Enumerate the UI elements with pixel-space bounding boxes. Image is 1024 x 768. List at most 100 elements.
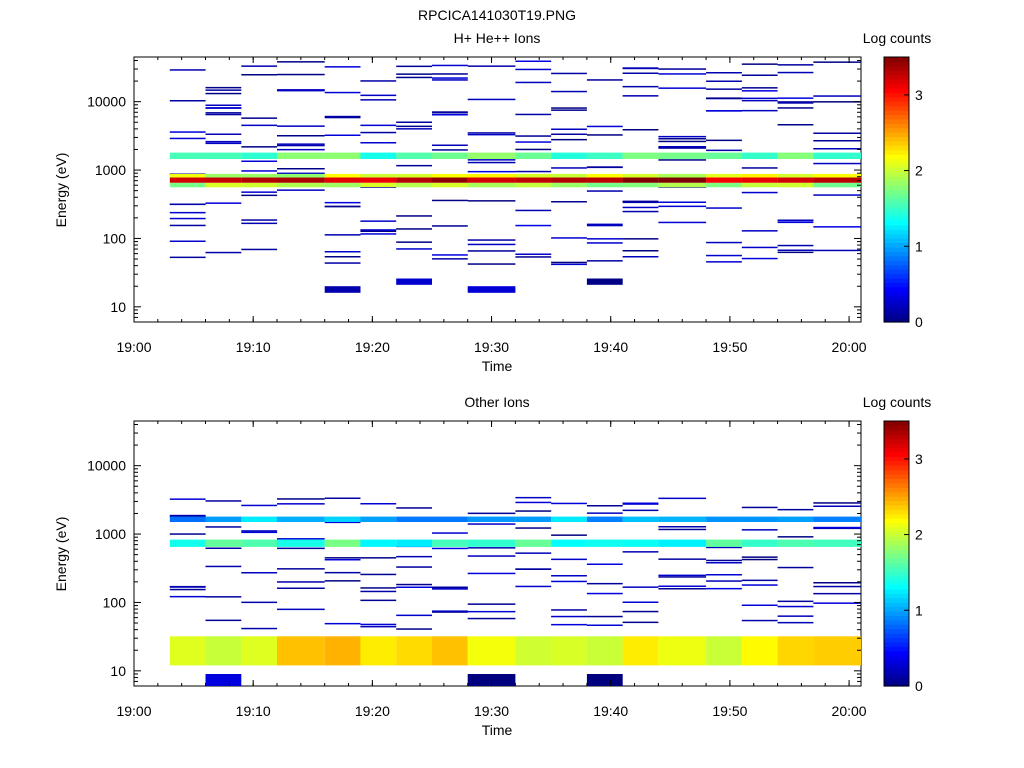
heatmap-cell <box>586 190 623 192</box>
colorbar-segment <box>884 189 909 195</box>
heatmap-cell <box>551 201 587 203</box>
colorbar-segment <box>884 575 909 581</box>
heatmap-cell <box>551 138 587 141</box>
colorbar-segment <box>884 504 909 510</box>
heatmap-cell <box>205 565 242 568</box>
heatmap-cell <box>169 100 206 102</box>
colorbar-segment <box>884 456 909 462</box>
heatmap-cell <box>586 516 623 522</box>
heatmap-cell <box>432 144 468 146</box>
heatmap-cell <box>551 107 587 109</box>
heatmap-cell <box>241 182 278 188</box>
heatmap-cell <box>467 523 516 525</box>
heatmap-cell <box>205 133 242 135</box>
colorbar-segment <box>884 171 909 177</box>
heatmap-cell <box>622 206 659 209</box>
heatmap-cell <box>777 107 814 109</box>
x-tick-label: 20:00 <box>832 703 867 719</box>
heatmap-cell <box>777 508 814 511</box>
heatmap-cell <box>241 194 278 197</box>
heatmap-cell <box>741 556 778 558</box>
heatmap-cell <box>467 182 516 188</box>
heatmap-cell <box>622 256 659 258</box>
heatmap-cell <box>169 533 206 535</box>
heatmap-cell <box>396 125 432 128</box>
heatmap-cell <box>777 566 814 569</box>
heatmap-cell <box>205 112 242 114</box>
heatmap-cell <box>277 144 325 147</box>
heatmap-cell <box>551 177 587 183</box>
x-tick-label: 19:40 <box>593 339 628 355</box>
heatmap-cell <box>622 129 659 131</box>
heatmap-cell <box>360 625 397 628</box>
colorbar-segment <box>884 509 909 515</box>
x-tick-label: 19:40 <box>593 703 628 719</box>
colorbar-segment <box>884 317 909 323</box>
heatmap-cell <box>205 107 242 109</box>
colorbar-segment <box>884 74 909 80</box>
colorbar-segment <box>884 299 909 305</box>
heatmap-cell <box>241 219 278 221</box>
heatmap-cell <box>586 563 623 565</box>
heatmap-cell <box>432 258 468 260</box>
heatmap-cell <box>241 516 278 522</box>
panel-h-he-ions: 19:00 19:10 19:20 19:30 19:40 19:50 20:00 1010… <box>53 30 931 374</box>
heatmap-cell <box>432 516 468 522</box>
heatmap-cell <box>205 619 242 622</box>
colorbar-segment <box>884 83 909 89</box>
heatmap-cell <box>586 166 623 168</box>
heatmap-cell <box>277 143 325 145</box>
heatmap-cell <box>277 581 325 583</box>
heatmap-cell <box>777 219 814 222</box>
heatmap-cell <box>813 61 861 63</box>
heatmap-cell <box>551 128 587 130</box>
heatmap-cell <box>169 588 206 591</box>
heatmap-cell <box>777 221 814 224</box>
colorbar-segment <box>884 628 909 634</box>
heatmap-cell <box>622 509 659 512</box>
heatmap-cell <box>706 182 742 188</box>
heatmap-cell <box>467 65 516 67</box>
heatmap-cell <box>741 63 778 65</box>
heatmap-cell <box>241 191 278 193</box>
heatmap-cell <box>169 177 206 183</box>
heatmap-cell <box>813 249 861 252</box>
heatmap-cell <box>205 140 242 143</box>
heatmap-cell <box>467 159 516 161</box>
heatmap-cell <box>777 244 814 247</box>
colorbar-frame <box>883 420 910 687</box>
heatmap-cell <box>515 113 552 116</box>
colorbar-frame <box>883 56 910 323</box>
colorbar-segment <box>884 61 909 67</box>
heatmap-cell <box>813 182 861 188</box>
heatmap-cell <box>813 162 861 165</box>
heatmap-cell <box>813 527 861 530</box>
heatmap-cell <box>432 254 468 256</box>
heatmap-cell <box>324 201 361 204</box>
heatmap-cell <box>360 99 397 101</box>
heatmap-cell <box>706 539 742 547</box>
heatmap-cell <box>432 64 468 67</box>
heatmap-cell <box>467 132 516 134</box>
heatmap-cell <box>551 167 587 169</box>
heatmap-cell <box>658 497 707 500</box>
heatmap-cells <box>169 60 861 293</box>
colorbar-segment <box>884 482 909 488</box>
heatmap-cell <box>277 498 325 500</box>
heatmap-cell <box>515 585 552 588</box>
heatmap-cell <box>658 539 707 547</box>
heatmap-cell <box>467 617 516 620</box>
heatmap-cell <box>658 173 707 178</box>
heatmap-cell <box>169 137 206 140</box>
heatmap-cell <box>515 141 552 143</box>
heatmap-cell <box>169 240 206 242</box>
heatmap-cell <box>706 110 742 112</box>
heatmap-cell <box>658 159 707 161</box>
heatmap-cell <box>622 502 659 504</box>
colorbar-segment <box>884 57 909 63</box>
colorbar-segment <box>884 229 909 235</box>
heatmap-cell <box>360 503 397 505</box>
heatmap-cell <box>777 152 814 159</box>
heatmap-cell <box>622 610 659 613</box>
heatmap-cell <box>515 568 552 570</box>
